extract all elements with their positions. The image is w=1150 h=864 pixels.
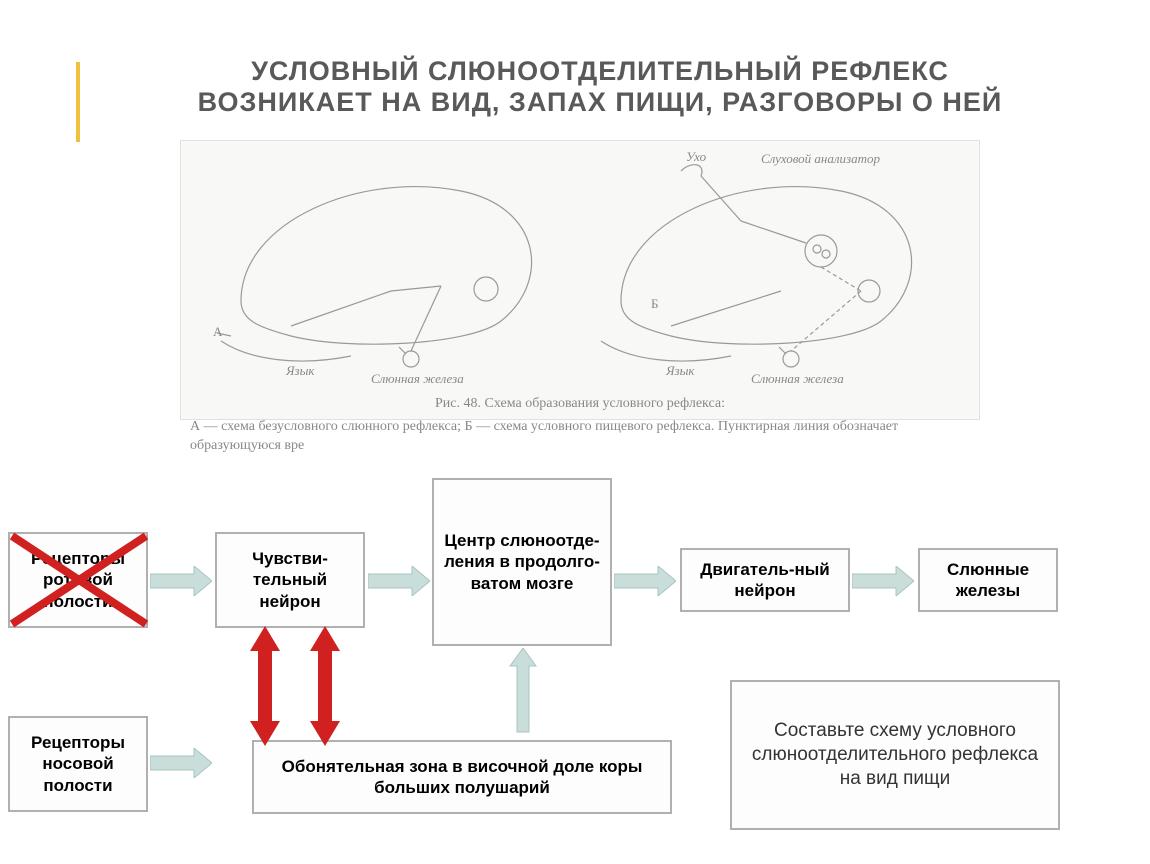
arrow-a3 bbox=[614, 566, 676, 596]
arrow-a2 bbox=[368, 566, 430, 596]
red-arrow-nose-to-neuron bbox=[240, 626, 290, 746]
box-salivary-glands: Слюнные железы bbox=[918, 548, 1058, 612]
page-title: УСЛОВНЫЙ СЛЮНООТДЕЛИТЕЛЬНЫЙ РЕФЛЕКС ВОЗН… bbox=[100, 56, 1100, 118]
arrow-a4 bbox=[852, 566, 914, 596]
figure-caption: Рис. 48. Схема образования условного реф… bbox=[190, 395, 970, 456]
lbl-saliva-b: Слюнная железа bbox=[751, 371, 844, 387]
box-salivation-center: Центр слюноотде-ления в продолго-ватом м… bbox=[432, 478, 612, 646]
lbl-saliva-a: Слюнная железа bbox=[371, 371, 464, 387]
title-line-2: ВОЗНИКАЕТ НА ВИД, ЗАПАХ ПИЩИ, РАЗГОВОРЫ … bbox=[100, 87, 1100, 118]
brain-sketch-svg bbox=[181, 141, 981, 421]
box-motor-neuron: Двигатель-ный нейрон bbox=[680, 548, 850, 612]
box-olfactory-zone: Обонятельная зона в височной доле коры б… bbox=[252, 740, 672, 814]
figure-area: Ухо Слуховой анализатор Язык Язык Слюнна… bbox=[180, 140, 980, 420]
box-receptors-mouth: Рецепторы ротовой полости bbox=[8, 532, 148, 628]
accent-bar bbox=[76, 62, 80, 142]
box-receptors-nose: Рецепторы носовой полости bbox=[8, 716, 148, 812]
box-sensory-neuron: Чувстви-тельный нейрон bbox=[215, 532, 365, 628]
lbl-tongue-b: Язык bbox=[666, 363, 695, 379]
arrow-nose-right bbox=[150, 748, 212, 778]
title-line-1: УСЛОВНЫЙ СЛЮНООТДЕЛИТЕЛЬНЫЙ РЕФЛЕКС bbox=[100, 56, 1100, 87]
lbl-ear: Ухо bbox=[686, 149, 706, 165]
lbl-auditory: Слуховой анализатор bbox=[761, 151, 880, 167]
lbl-A: А bbox=[213, 324, 222, 340]
figure-caption-body: А — схема безусловного слюнного рефлекса… bbox=[190, 418, 970, 456]
figure-caption-title: Рис. 48. Схема образования условного реф… bbox=[190, 395, 970, 414]
lbl-B: Б bbox=[651, 296, 658, 312]
red-arrow-neuron-to-olfactory bbox=[300, 626, 350, 746]
arrow-olfactory-to-center bbox=[504, 648, 542, 738]
arrow-a1 bbox=[150, 566, 212, 596]
box-task: Составьте схему условного слюноотделител… bbox=[730, 680, 1060, 830]
lbl-tongue-a: Язык bbox=[286, 363, 315, 379]
